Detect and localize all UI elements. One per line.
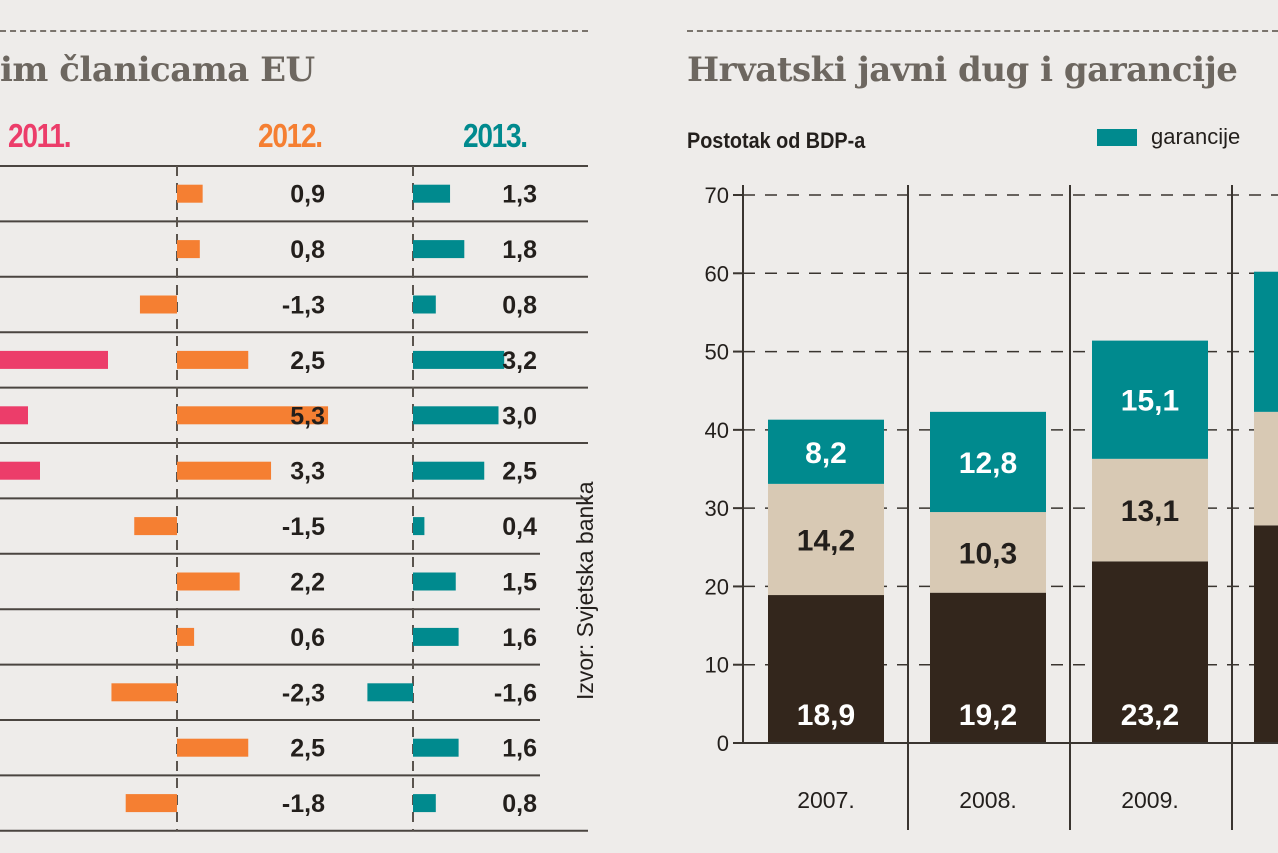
bar-2012 — [125, 794, 177, 813]
stacked-bar-segment — [1254, 411, 1278, 526]
segment-label: 8,2 — [805, 437, 847, 470]
value-label: 1,6 — [502, 624, 537, 652]
value-label: 3,2 — [502, 347, 537, 375]
value-label: -1,3 — [282, 292, 325, 320]
value-label: -1,8 — [282, 790, 325, 818]
x-tick-label: 2007. — [797, 787, 855, 813]
y-tick-label: 0 — [717, 731, 729, 756]
legend-label: garancije — [1151, 124, 1241, 149]
stacked-bar-segment — [1092, 458, 1208, 562]
bar-2012 — [177, 184, 203, 203]
value-label: 0,8 — [502, 790, 537, 818]
legend-2012: 2012. — [258, 117, 323, 154]
x-tick-label: 2008. — [959, 787, 1017, 813]
segment-label: 14,2 — [797, 524, 855, 557]
value-label: 2,2 — [290, 569, 325, 597]
y-tick-label: 20 — [705, 574, 729, 599]
value-label: 5,3 — [290, 402, 325, 430]
bar-2013 — [413, 406, 499, 425]
left-chart-title: im članicama EU — [0, 50, 315, 90]
bar-2012 — [177, 738, 249, 757]
segment-label: 12,8 — [959, 447, 1017, 480]
bar-2012 — [111, 683, 177, 702]
value-label: -1,6 — [494, 679, 537, 707]
bar-2013 — [413, 350, 505, 369]
bar-2012 — [177, 572, 240, 591]
value-label: 1,8 — [502, 236, 537, 264]
right-chart-title: Hrvatski javni dug i garancije — [687, 50, 1238, 90]
bar-2013 — [367, 683, 413, 702]
bar-2012 — [177, 350, 249, 369]
legend-garancije: garancije — [1097, 124, 1240, 150]
bar-2013 — [413, 627, 459, 646]
legend-swatch — [1097, 128, 1137, 146]
bar-2012 — [134, 517, 177, 536]
right-divider — [687, 30, 1278, 32]
y-tick-label: 50 — [705, 340, 729, 365]
stacked-bar-segment — [1254, 271, 1278, 412]
bar-2013 — [413, 240, 465, 259]
bar-2013 — [413, 738, 459, 757]
segment-label: 13,1 — [1121, 495, 1179, 528]
bar-2013 — [413, 794, 436, 813]
y-tick-label: 40 — [705, 418, 729, 443]
y-tick-label: 70 — [705, 183, 729, 208]
segment-label: 15,1 — [1121, 385, 1179, 418]
y-tick-label: 30 — [705, 496, 729, 521]
bar-2011 — [0, 350, 108, 369]
segment-label: 18,9 — [797, 699, 855, 732]
stacked-bar-segment — [768, 483, 884, 596]
value-label: -1,5 — [282, 513, 325, 541]
value-label: -2,3 — [282, 679, 325, 707]
bar-2011 — [0, 461, 40, 480]
bar-2013 — [413, 184, 451, 203]
y-tick-label: 60 — [705, 261, 729, 286]
left-divider — [0, 30, 588, 32]
bar-2012 — [177, 240, 200, 259]
value-label: 0,6 — [290, 624, 325, 652]
bar-2011 — [0, 406, 28, 425]
bar-2012 — [177, 627, 195, 646]
stacked-bar-segment — [930, 512, 1046, 593]
legend-2013: 2013. — [463, 117, 528, 154]
stacked-bar-segment — [1092, 340, 1208, 459]
bar-2012 — [177, 406, 329, 425]
value-label: 3,0 — [502, 402, 537, 430]
bar-2013 — [413, 517, 425, 536]
value-label: 0,8 — [502, 292, 537, 320]
segment-label: 10,3 — [959, 537, 1017, 570]
stacked-bar-segment — [1092, 561, 1208, 743]
stacked-bar-segment — [768, 419, 884, 484]
value-label: 1,5 — [502, 569, 537, 597]
bar-2012 — [177, 461, 272, 480]
bar-2012 — [139, 295, 177, 314]
bar-2013 — [413, 295, 436, 314]
y-axis-label: Postotak od BDP-a — [687, 128, 866, 153]
stacked-bar-segment — [768, 595, 884, 743]
segment-label: 23,2 — [1121, 699, 1179, 732]
y-tick-label: 10 — [705, 653, 729, 678]
value-label: 0,9 — [290, 181, 325, 209]
x-tick-label: 2009. — [1121, 787, 1179, 813]
value-label: 2,5 — [290, 735, 325, 763]
legend-2011: 2011. — [8, 117, 72, 154]
value-label: 1,6 — [502, 735, 537, 763]
value-label: 2,5 — [290, 347, 325, 375]
bar-2013 — [413, 461, 485, 480]
value-label: 2,5 — [502, 458, 537, 486]
value-label: 0,8 — [290, 236, 325, 264]
stacked-bar-segment — [1254, 525, 1278, 743]
value-label: 3,3 — [290, 458, 325, 486]
bar-2013 — [413, 572, 456, 591]
stacked-bar-segment — [930, 592, 1046, 743]
value-label: 0,4 — [502, 513, 537, 541]
stacked-bar-segment — [930, 411, 1046, 513]
value-label: 1,3 — [502, 181, 537, 209]
segment-label: 19,2 — [959, 699, 1017, 732]
